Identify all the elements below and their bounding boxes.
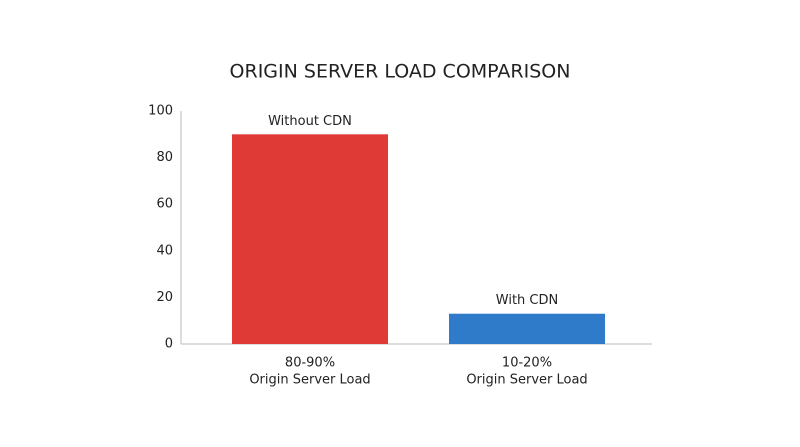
bar: [449, 313, 605, 344]
bar-annotation: With CDN: [496, 293, 558, 308]
bar: [232, 134, 388, 344]
bar-annotation: Without CDN: [268, 114, 352, 129]
y-tick-label: 40: [156, 243, 173, 258]
chart-title: ORIGIN SERVER LOAD COMPARISON: [230, 61, 571, 83]
y-tick-label: 0: [165, 337, 173, 352]
x-tick-label: 80-90%: [285, 356, 335, 371]
y-tick-label: 20: [156, 290, 173, 305]
x-tick-label: 10-20%: [502, 356, 552, 371]
y-tick-label: 60: [156, 197, 173, 212]
y-tick-label: 100: [148, 104, 173, 119]
y-tick-label: 80: [156, 150, 173, 165]
x-tick-label: Origin Server Load: [249, 373, 370, 388]
x-tick-label: Origin Server Load: [466, 373, 587, 388]
